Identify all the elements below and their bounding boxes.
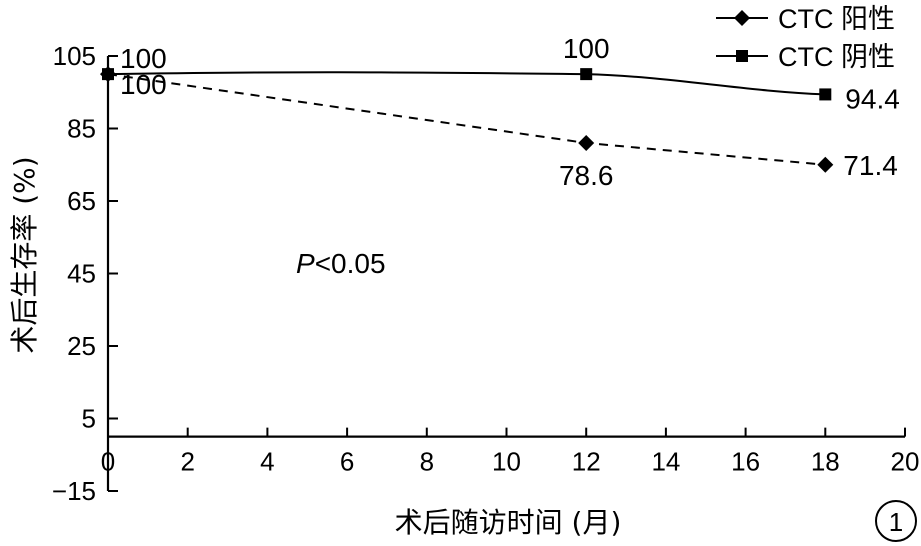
x-tick-label: 4 <box>260 447 274 477</box>
y-tick-label: 65 <box>67 186 96 216</box>
data-point <box>578 135 595 151</box>
legend-marker <box>734 10 750 26</box>
x-tick-label: 14 <box>651 447 680 477</box>
data-point <box>819 88 832 101</box>
x-tick-label: 0 <box>101 447 115 477</box>
x-tick-label: 12 <box>572 447 601 477</box>
y-tick-label: 45 <box>67 259 96 289</box>
data-point <box>817 156 834 173</box>
x-axis-title: 术后随访时间 (月) <box>395 506 622 539</box>
legend-marker <box>736 50 748 62</box>
y-tick-label: 25 <box>67 331 96 361</box>
y-tick-label: −15 <box>52 476 96 506</box>
series-line <box>107 71 826 96</box>
data-label: 94.4 <box>845 83 900 114</box>
series-line <box>107 73 826 166</box>
series-layer: 100 78.6 71.4 100 100 94.4 <box>100 33 900 191</box>
y-tick-label: 85 <box>67 114 96 144</box>
legend: CTC 阳性 CTC 阴性 <box>716 4 895 72</box>
data-point <box>580 68 593 81</box>
series-ctc-negative: 100 100 94.4 <box>102 33 900 114</box>
data-point <box>102 68 114 81</box>
legend-item: CTC 阴性 <box>716 42 895 72</box>
data-label: 100 <box>120 43 167 74</box>
x-tick-label: 10 <box>492 447 521 477</box>
legend-label: CTC 阴性 <box>778 42 895 72</box>
figure-number-circle <box>875 500 917 542</box>
x-tick-label: 8 <box>420 447 434 477</box>
data-label: 100 <box>563 33 610 64</box>
x-tick-label: 2 <box>180 447 194 477</box>
x-tick-label: 20 <box>891 447 920 477</box>
p-rest: <0.05 <box>315 248 386 279</box>
y-tick-label: 105 <box>53 41 96 71</box>
x-ticks: 0 2 4 6 8 10 12 14 16 18 20 <box>101 427 920 477</box>
data-label: 78.6 <box>559 160 614 191</box>
x-tick-label: 6 <box>340 447 354 477</box>
data-label: 71.4 <box>843 150 898 181</box>
figure-number: 1 <box>889 507 903 537</box>
p-value-annotation: P<0.05 <box>296 248 386 279</box>
y-tick-label: 5 <box>82 404 96 434</box>
x-tick-label: 18 <box>811 447 840 477</box>
y-axis-title: 术后生存率 (%) <box>8 156 41 353</box>
legend-label: CTC 阳性 <box>778 4 895 34</box>
p-italic: P <box>296 248 315 279</box>
x-tick-label: 16 <box>731 447 760 477</box>
legend-item: CTC 阳性 <box>716 4 895 34</box>
y-ticks: 105 85 65 45 25 5 −15 <box>52 41 118 506</box>
